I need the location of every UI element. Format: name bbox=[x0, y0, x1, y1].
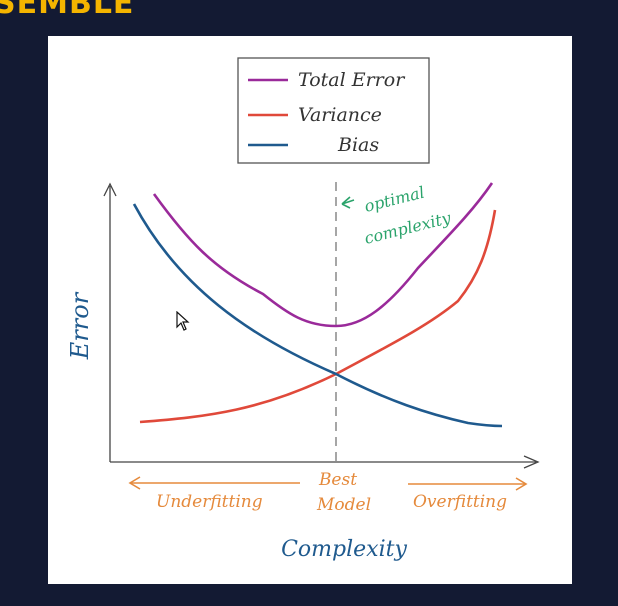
region-overfitting: Overfitting bbox=[413, 492, 507, 512]
underfitting-arrow-head bbox=[128, 476, 141, 490]
x-axis-arrow bbox=[523, 455, 540, 469]
legend-label-variance: Variance bbox=[298, 104, 382, 126]
legend-label-total-error: Total Error bbox=[298, 69, 406, 91]
curve-variance bbox=[139, 209, 497, 424]
annotation-line1: optimal bbox=[362, 183, 426, 216]
curve-bias bbox=[132, 203, 503, 428]
overfitting-arrow-head bbox=[515, 477, 528, 491]
bias-variance-diagram: Total Error Variance Bias optimal comple… bbox=[66, 57, 540, 562]
slide-title: SEMBLE bbox=[0, 0, 135, 21]
annotation-line2: complexity bbox=[362, 208, 453, 248]
mouse-pointer-icon bbox=[176, 311, 190, 331]
region-underfitting: Underfitting bbox=[156, 492, 263, 512]
x-axis-label: Complexity bbox=[281, 537, 407, 562]
region-best-line1: Best bbox=[318, 470, 357, 490]
chart-panel: Total Error Variance Bias optimal comple… bbox=[48, 36, 572, 584]
y-axis-arrow bbox=[103, 182, 117, 197]
annotation-arrow bbox=[341, 196, 355, 209]
region-best-line2: Model bbox=[316, 495, 371, 515]
curve-total-error bbox=[152, 182, 494, 328]
y-axis-label: Error bbox=[66, 291, 94, 360]
legend-label-bias: Bias bbox=[337, 134, 379, 156]
